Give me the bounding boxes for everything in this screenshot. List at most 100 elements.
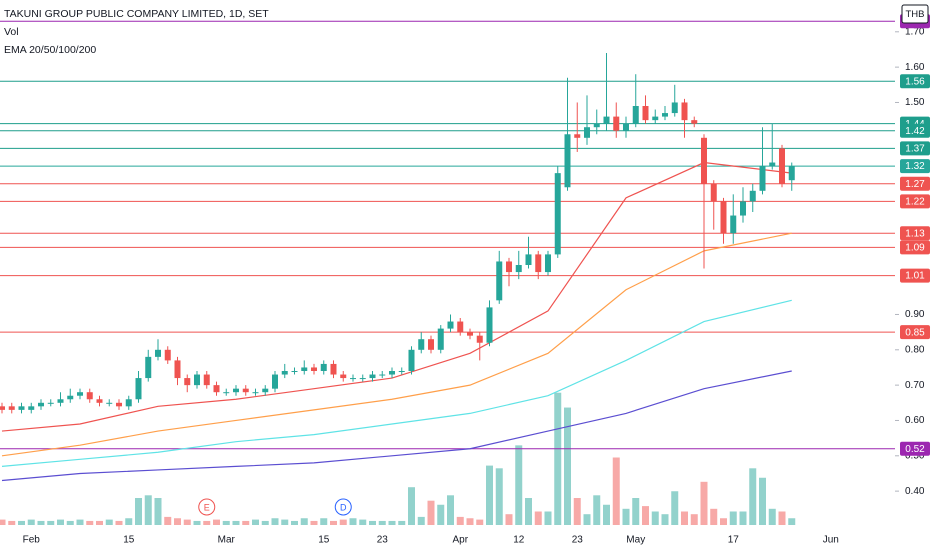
candle-body	[496, 261, 503, 301]
volume-bar	[573, 498, 581, 525]
volume-bar	[564, 407, 571, 525]
candle-body	[359, 378, 366, 380]
y-tick-label: 0.40	[905, 486, 925, 497]
volume-bar	[378, 520, 386, 525]
y-tick-label: 1.50	[905, 97, 925, 108]
candle-body	[574, 134, 581, 138]
volume-bar	[525, 498, 532, 525]
indicator-label: EMA 20/50/100/200	[4, 44, 96, 56]
candle-body	[506, 261, 512, 273]
x-tick-label: 15	[123, 535, 135, 546]
candle-body	[554, 173, 561, 255]
volume-bar	[476, 519, 484, 525]
candle-body	[369, 374, 376, 379]
volume-bar	[144, 495, 152, 525]
candle-body	[437, 328, 444, 350]
volume-bar	[281, 519, 289, 525]
volume-bar	[554, 392, 562, 525]
volume-bar	[232, 520, 240, 525]
volume-bar	[183, 519, 191, 525]
volume-bar	[369, 520, 376, 525]
volume-bar	[671, 491, 679, 525]
y-tick-label: 0.70	[905, 380, 925, 391]
level-label-box	[900, 268, 930, 283]
volume-bar	[359, 519, 367, 525]
candle-body	[720, 201, 727, 234]
volume-bar	[622, 508, 630, 525]
volume-bar	[252, 519, 259, 525]
level-label: 1.32	[905, 161, 925, 172]
volume-bar	[505, 514, 513, 525]
candle-body	[379, 374, 386, 376]
volume-label: Vol	[4, 26, 19, 38]
plot-area: 0.40 0.50 0.60 0.70 0.80 0.90 1.50 1.60 1.70 Feb 1…	[0, 20, 925, 546]
candle-body	[662, 113, 668, 117]
volume-bar	[720, 518, 727, 525]
volume-bar	[27, 519, 35, 525]
candle-body	[457, 321, 464, 333]
volume-bar	[593, 495, 601, 525]
y-tick-label: 1.70	[905, 26, 925, 37]
volume-bar	[456, 516, 464, 525]
volume-bar	[515, 445, 523, 525]
x-tick-label: Apr	[452, 535, 468, 546]
candle-body	[223, 392, 230, 394]
x-tick-label: 23	[377, 535, 389, 546]
candle-body	[408, 349, 415, 371]
x-tick-label: 15	[318, 535, 330, 546]
level-label-box	[900, 159, 930, 174]
volume-bar	[398, 520, 406, 525]
event-label: E	[204, 502, 210, 512]
ema-line	[1, 299, 792, 467]
level-label-box	[900, 226, 930, 241]
level-label: 1.01	[905, 271, 925, 282]
candle-body	[389, 371, 395, 375]
volume-bar	[447, 495, 454, 525]
candle-body	[281, 371, 288, 375]
level-label-box	[900, 74, 930, 89]
x-tick-label: 12	[513, 535, 525, 546]
candle-body	[603, 116, 610, 124]
volume-bar	[749, 468, 757, 525]
candle-body	[135, 378, 142, 400]
candle-body	[398, 371, 405, 372]
candle-body	[330, 363, 337, 375]
volume-bar	[339, 519, 347, 525]
currency-box	[901, 4, 929, 24]
candle-body	[233, 388, 239, 393]
level-label-box	[900, 441, 930, 456]
candle-body	[67, 395, 74, 400]
ema-line	[1, 232, 792, 457]
candle-body	[623, 123, 629, 131]
candle-body	[174, 360, 181, 379]
volume-bar	[330, 520, 337, 525]
candle-body	[769, 162, 776, 167]
volume-bar	[105, 519, 113, 525]
candle-body	[730, 215, 737, 234]
volume-bar	[788, 518, 796, 525]
candle-body	[38, 402, 44, 407]
currency-label: THB	[906, 9, 925, 20]
x-tick-label: May	[626, 535, 645, 546]
volume-bar	[437, 504, 445, 525]
level-label: 1.27	[905, 179, 925, 190]
volume-bar	[115, 520, 123, 525]
candle-body	[86, 392, 93, 400]
candle-body	[613, 116, 620, 131]
volume-bar	[768, 508, 776, 525]
volume-bar	[466, 518, 474, 525]
volume-bar	[632, 498, 640, 525]
candle-body	[291, 371, 298, 372]
level-label: 1.42	[905, 126, 925, 137]
candle-body	[116, 402, 122, 407]
level-label: 0.52	[905, 444, 925, 455]
volume-bar	[242, 520, 250, 525]
volume-bar	[154, 498, 162, 525]
volume-bar	[690, 514, 698, 525]
volume-bar	[544, 511, 552, 525]
candle-body	[18, 406, 25, 410]
candle-body	[262, 388, 269, 393]
x-tick-label: 17	[728, 535, 740, 546]
y-tick-label: 0.90	[905, 309, 925, 320]
volume-bar	[47, 520, 55, 525]
